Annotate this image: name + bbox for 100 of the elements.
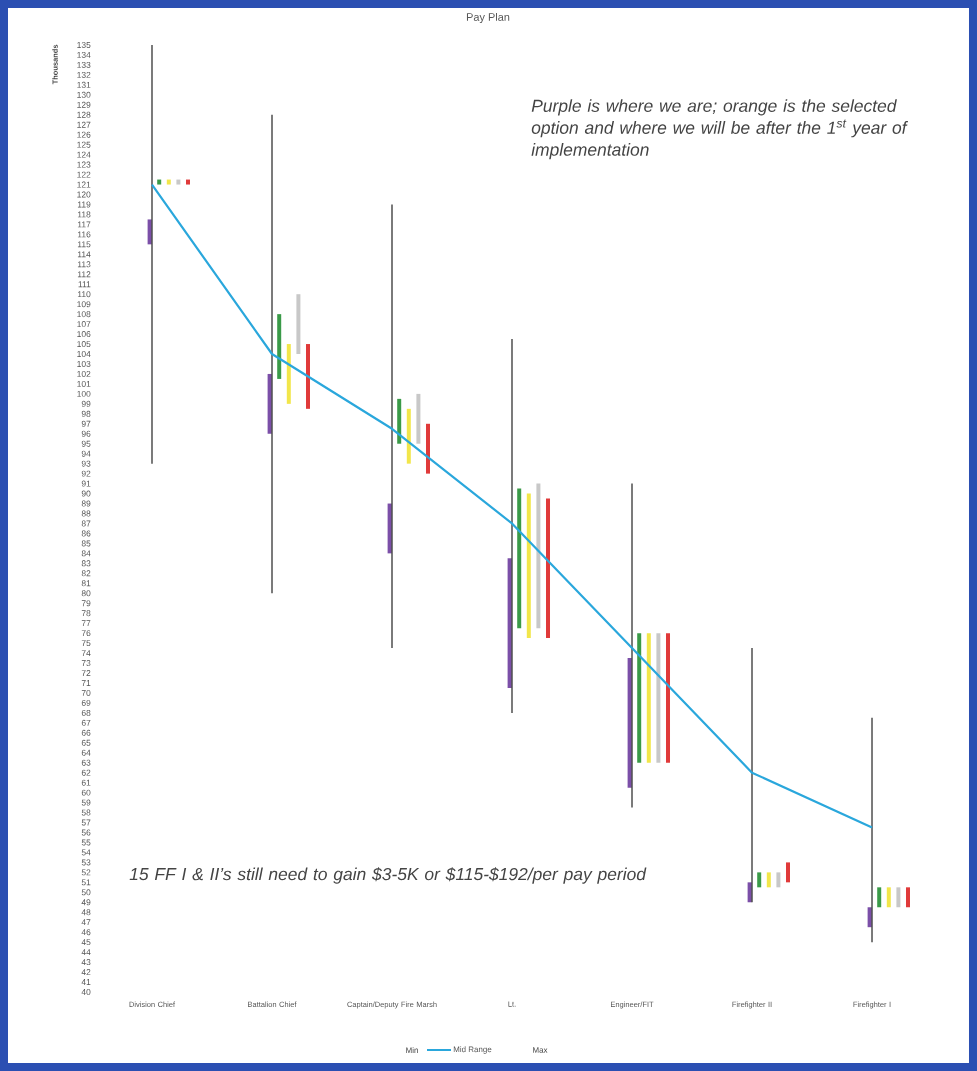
y-tick-label: 128 bbox=[77, 111, 91, 118]
y-tick-label: 77 bbox=[81, 620, 91, 627]
y-tick-label: 73 bbox=[81, 660, 91, 667]
y-tick-label: 113 bbox=[77, 261, 91, 268]
y-tick-label: 68 bbox=[81, 709, 91, 716]
y-tick-label: 89 bbox=[81, 500, 91, 507]
y-tick-label: 116 bbox=[77, 231, 91, 238]
y-tick-label: 96 bbox=[81, 430, 91, 437]
y-tick-label: 48 bbox=[81, 909, 91, 916]
y-tick-label: 133 bbox=[77, 61, 91, 68]
y-tick-label: 63 bbox=[81, 759, 91, 766]
y-tick-label: 82 bbox=[81, 570, 91, 577]
y-tick-label: 107 bbox=[77, 321, 91, 328]
y-tick-label: 109 bbox=[77, 301, 91, 308]
y-tick-label: 131 bbox=[77, 81, 91, 88]
y-tick-label: 72 bbox=[81, 670, 91, 676]
y-tick-label: 121 bbox=[77, 181, 91, 188]
y-tick-label: 53 bbox=[81, 859, 91, 866]
y-tick-label: 83 bbox=[81, 560, 91, 567]
y-tick-label: 91 bbox=[81, 480, 91, 487]
y-tick-label: 114 bbox=[77, 251, 91, 258]
y-tick-label: 100 bbox=[77, 390, 91, 397]
y-tick-label: 50 bbox=[81, 889, 91, 896]
y-tick-label: 115 bbox=[77, 241, 91, 248]
y-tick-label: 99 bbox=[81, 400, 91, 407]
y-tick-label: 119 bbox=[77, 201, 91, 208]
y-tick-label: 87 bbox=[81, 520, 91, 527]
y-tick-label: 76 bbox=[81, 630, 91, 637]
y-tick-label: 60 bbox=[81, 789, 91, 796]
y-tick-label: 110 bbox=[77, 291, 91, 298]
y-tick-label: 130 bbox=[77, 91, 91, 98]
y-tick-label: 111 bbox=[78, 281, 91, 288]
y-tick-label: 66 bbox=[81, 729, 91, 736]
y-tick-label: 120 bbox=[77, 191, 91, 198]
y-tick-label: 70 bbox=[81, 689, 91, 696]
y-tick-label: 69 bbox=[81, 699, 91, 706]
chart-title: Pay Plan bbox=[466, 12, 510, 24]
y-tick-label: 49 bbox=[81, 899, 91, 906]
y-tick-label: 103 bbox=[77, 360, 91, 367]
y-tick-label: 64 bbox=[81, 749, 91, 756]
y-tick-label: 74 bbox=[81, 650, 91, 656]
y-tick-label: 51 bbox=[81, 879, 91, 886]
y-tick-label: 98 bbox=[81, 410, 91, 417]
y-tick-label: 54 bbox=[81, 849, 91, 856]
y-tick-label: 45 bbox=[81, 939, 91, 946]
y-tick-label: 42 bbox=[81, 969, 91, 976]
y-tick-label: 102 bbox=[77, 370, 91, 377]
y-tick-label: 90 bbox=[81, 490, 91, 497]
y-tick-label: 132 bbox=[77, 71, 91, 78]
y-tick-label: 117 bbox=[77, 221, 91, 228]
y-tick-label: 134 bbox=[77, 51, 91, 58]
y-tick-label: 86 bbox=[81, 530, 91, 537]
y-tick-label: 78 bbox=[81, 610, 91, 617]
y-tick-label: 106 bbox=[77, 331, 91, 338]
y-tick-label: 108 bbox=[77, 311, 91, 318]
y-tick-label: 52 bbox=[81, 869, 91, 876]
y-tick-label: 118 bbox=[77, 211, 91, 218]
y-tick-label: 57 bbox=[81, 819, 91, 826]
y-tick-label: 127 bbox=[77, 121, 91, 128]
y-tick-label: 101 bbox=[77, 380, 91, 387]
y-tick-label: 47 bbox=[81, 919, 91, 926]
y-tick-label: 84 bbox=[81, 550, 91, 557]
line-series bbox=[150, 183, 874, 829]
y-tick-label: 126 bbox=[77, 131, 91, 138]
y-tick-label: 61 bbox=[81, 779, 91, 786]
y-tick-label: 79 bbox=[81, 600, 91, 607]
y-tick-label: 58 bbox=[81, 809, 91, 816]
y-tick-label: 124 bbox=[77, 151, 91, 158]
y-tick-label: 56 bbox=[81, 829, 91, 836]
y-tick-label: 112 bbox=[77, 271, 91, 278]
y-tick-label: 104 bbox=[77, 351, 91, 357]
y-tick-label: 122 bbox=[77, 171, 91, 178]
y-tick-label: 88 bbox=[81, 510, 91, 517]
y-tick-label: 62 bbox=[81, 769, 91, 776]
y-tick-label: 67 bbox=[81, 719, 91, 726]
y-tick-label: 75 bbox=[81, 640, 91, 647]
y-tick-label: 129 bbox=[77, 101, 91, 108]
y-tick-label: 81 bbox=[81, 580, 91, 587]
y-tick-label: 80 bbox=[81, 590, 91, 597]
y-tick-label: 93 bbox=[81, 460, 91, 467]
y-tick-label: 65 bbox=[81, 739, 91, 746]
annotation: 15 FF I & II’s still need to gain $3-5K or $115-$192/per pay period bbox=[129, 867, 647, 884]
y-tick-label: 105 bbox=[77, 341, 91, 348]
text: Purple is where we are; orange is the selected option and where we will be after the 1$^{st}$ year of implementation bbox=[531, 99, 909, 160]
y-tick-label: 40 bbox=[81, 989, 91, 995]
y-tick-label: 59 bbox=[81, 799, 91, 806]
y-tick-label: 55 bbox=[81, 839, 91, 846]
y-tick-label: 46 bbox=[81, 929, 91, 936]
y-tick-label: 97 bbox=[81, 420, 91, 427]
y-tick-label: 71 bbox=[81, 680, 91, 686]
y-tick-label: 123 bbox=[77, 161, 91, 168]
y-tick-label: 135 bbox=[77, 41, 91, 48]
y-tick-label: 85 bbox=[81, 540, 91, 547]
y-tick-label: 43 bbox=[81, 959, 91, 966]
y-tick-label: 94 bbox=[81, 450, 91, 457]
y-tick-label: 92 bbox=[81, 470, 91, 477]
y-tick-label: 41 bbox=[81, 979, 91, 985]
y-tick-label: 44 bbox=[81, 949, 91, 956]
y-tick-label: 125 bbox=[77, 141, 91, 148]
y-tick-label: 95 bbox=[81, 440, 91, 447]
